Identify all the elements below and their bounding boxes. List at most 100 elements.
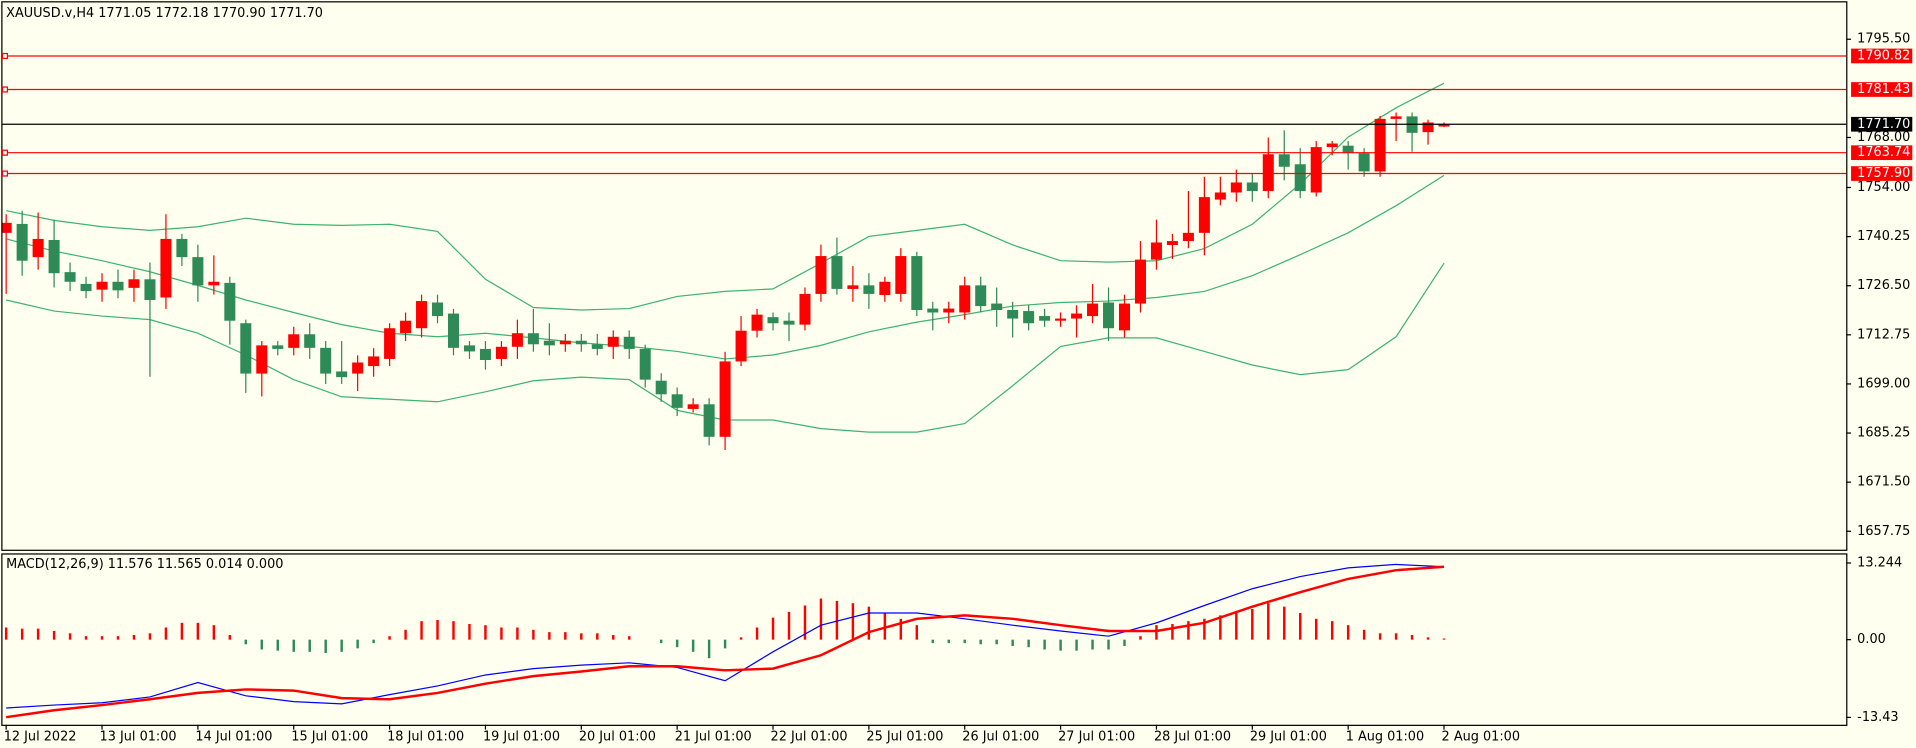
candle-body — [224, 282, 236, 321]
macd-histogram-bar — [308, 639, 311, 652]
candle-body — [320, 347, 332, 374]
macd-histogram-bar — [1299, 613, 1302, 640]
macd-histogram-bar — [947, 639, 950, 644]
x-tick-label: 21 Jul 01:00 — [675, 729, 752, 744]
candle-body — [815, 256, 827, 294]
macd-histogram-bar — [1362, 629, 1366, 640]
x-tick-label: 28 Jul 01:00 — [1154, 729, 1231, 744]
candle-body — [831, 256, 843, 289]
candle-body — [879, 281, 891, 295]
candle-body — [1438, 124, 1450, 127]
candle-body — [416, 301, 428, 329]
candle-body — [432, 302, 444, 317]
macd-histogram-bar — [675, 639, 679, 648]
y-tick-label: 1657.75 — [1857, 524, 1910, 539]
macd-histogram-bar — [20, 628, 24, 640]
candle-body — [112, 281, 124, 291]
x-tick-label: 14 Jul 01:00 — [195, 729, 272, 744]
macd-histogram-bar — [1187, 621, 1190, 640]
candle-body — [1310, 147, 1322, 193]
macd-histogram-bar — [468, 624, 471, 640]
candle-body — [1230, 182, 1242, 193]
candle-body — [623, 336, 635, 349]
candle-body — [304, 334, 316, 348]
level-label-box — [1851, 82, 1913, 97]
macd-histogram-bar — [324, 639, 327, 653]
macd-plot — [4, 563, 1446, 719]
macd-histogram-bar — [292, 639, 295, 652]
macd-histogram-bar — [100, 636, 104, 640]
macd-histogram-bar — [787, 611, 791, 640]
candle-body — [911, 256, 923, 310]
candle-body — [352, 362, 364, 374]
y-tick-label: 1712.75 — [1857, 327, 1910, 342]
candle-body — [511, 333, 523, 347]
macd-histogram-bar — [1267, 603, 1270, 640]
candle-body — [895, 256, 907, 294]
price-label-box — [1851, 116, 1913, 132]
candle-body — [48, 239, 60, 274]
candle-body — [384, 328, 396, 359]
candle-body — [1166, 241, 1178, 245]
macd-histogram-bar — [404, 629, 407, 640]
candle-body — [32, 238, 44, 258]
candle-body — [256, 345, 268, 374]
macd-histogram-bar — [84, 636, 88, 640]
macd-histogram-bar — [36, 628, 40, 640]
x-tick-label: 19 Jul 01:00 — [483, 729, 560, 744]
macd-histogram-bar — [340, 639, 343, 652]
macd-histogram-bar — [1091, 639, 1094, 650]
macd-histogram-bar — [148, 633, 152, 640]
macd-histogram-bar — [1059, 639, 1062, 651]
candle-body — [479, 348, 491, 361]
macd-histogram-bar — [612, 635, 615, 640]
candle-body — [336, 371, 348, 378]
macd-histogram-bar — [548, 632, 551, 640]
candle-body — [1262, 154, 1274, 192]
macd-histogram-bar — [596, 633, 599, 640]
macd-histogram-bar — [196, 622, 200, 640]
candle-body — [639, 348, 651, 380]
x-tick-label: 15 Jul 01:00 — [291, 729, 368, 744]
macd-histogram-bar — [1027, 639, 1030, 648]
macd-histogram-bar — [212, 625, 216, 640]
macd-histogram-bar — [452, 621, 455, 640]
candle-body — [687, 404, 699, 409]
candle-body — [1358, 153, 1370, 172]
candle-body — [1023, 311, 1035, 324]
candle-body — [1055, 318, 1067, 321]
candle-body — [959, 285, 971, 313]
candle-body — [1039, 316, 1051, 321]
x-tick-label: 20 Jul 01:00 — [579, 729, 656, 744]
candle-body — [703, 404, 715, 437]
candle-body — [128, 279, 140, 288]
level-label-box — [1851, 48, 1913, 64]
macd-histogram-bar — [1075, 639, 1078, 651]
candle-body — [559, 340, 571, 345]
macd-histogram-bar — [883, 613, 887, 640]
macd-histogram-bar — [1011, 639, 1014, 647]
candle-body — [991, 303, 1003, 310]
level-label: 1757.90 — [1857, 166, 1910, 181]
macd-histogram-bar — [1219, 615, 1222, 640]
candle-body — [735, 330, 747, 362]
macd-histogram-bar — [1107, 639, 1110, 650]
candle-body — [719, 361, 731, 437]
macd-histogram-bar — [372, 639, 375, 644]
macd-histogram-bar — [484, 625, 487, 640]
candle-body — [1134, 259, 1146, 304]
candle-body — [863, 285, 875, 294]
candle-body — [463, 345, 475, 352]
candle-body — [288, 334, 300, 348]
candle-body — [1326, 143, 1338, 148]
level-handle — [1, 170, 9, 177]
axes: 1795.50 1768.00 1754.00 1740.25 1726.50 1712.… — [1, 32, 1913, 744]
candle-body — [64, 272, 76, 282]
candle-body — [943, 308, 955, 313]
macd-histogram-bar — [915, 625, 919, 640]
macd-histogram-bar — [819, 598, 823, 640]
candle-body — [975, 285, 987, 307]
candle-body — [1150, 242, 1162, 260]
macd-histogram-bar — [132, 635, 136, 640]
